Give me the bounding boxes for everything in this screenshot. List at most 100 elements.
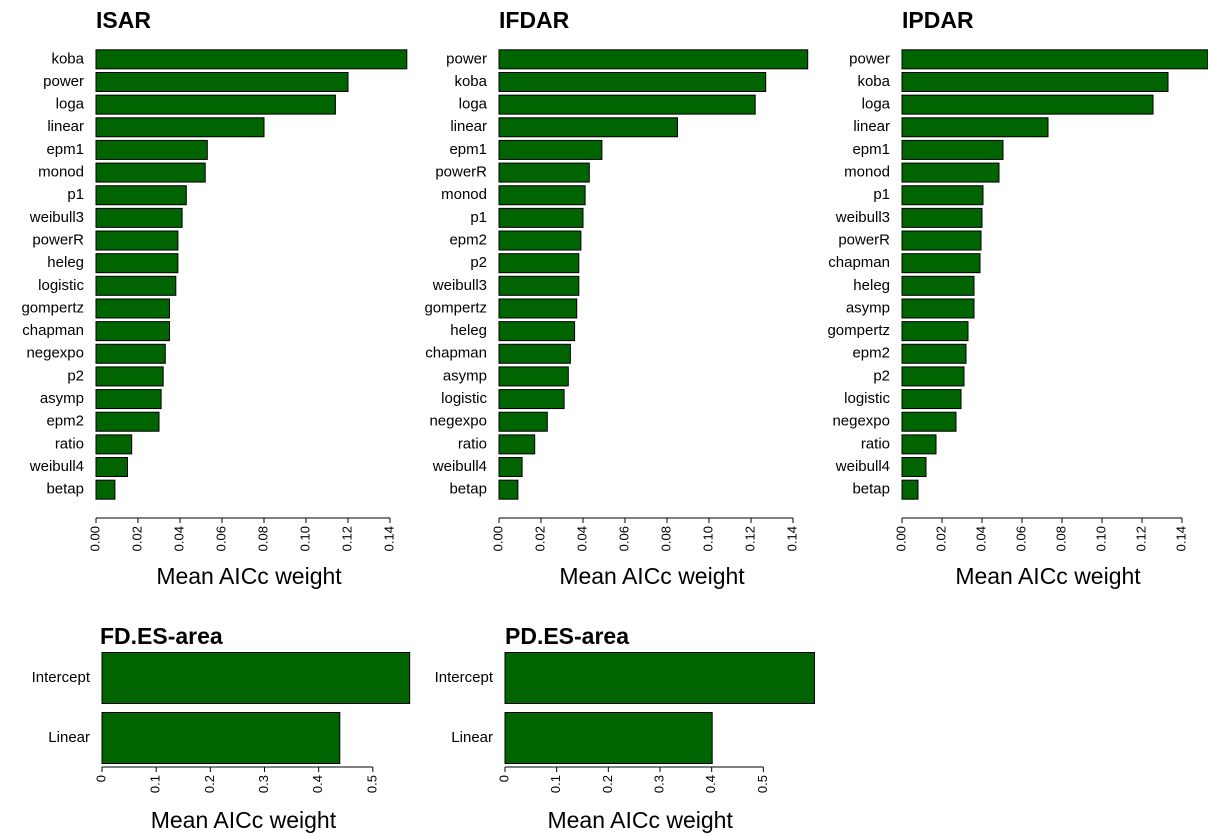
x-tick-label: 0.08 [1053,526,1068,551]
bar [95,162,206,183]
category-label: Intercept [32,669,91,686]
category-label: epm1 [852,141,890,158]
bar [901,321,969,342]
bar [101,652,411,704]
category-label: gompertz [21,299,84,316]
category-label: Linear [451,729,493,746]
category-label: loga [56,96,85,113]
category-label: weibull4 [835,458,890,475]
category-label: koba [857,73,890,90]
x-tick-label: 0.08 [255,526,270,551]
panel-title: IFDAR [499,7,570,33]
bar [498,366,569,387]
bar [504,652,815,704]
bar [901,389,962,410]
bar [95,139,208,160]
category-label: gompertz [424,299,487,316]
x-tick-label: 0.00 [87,526,102,551]
bar [95,321,170,342]
x-tick-label: 0.3 [651,775,666,793]
category-label: power [446,50,487,67]
category-label: chapman [22,322,84,339]
bar [95,185,187,206]
category-label: heleg [450,322,487,339]
bar [95,389,162,410]
category-label: logistic [844,390,890,407]
bar [498,139,603,160]
x-tick-label: 0.10 [700,526,715,551]
bar [498,321,576,342]
category-label: Intercept [435,669,494,686]
bar [901,457,927,478]
category-label: p2 [67,367,84,384]
category-label: epm2 [852,345,890,362]
category-label: ratio [861,435,890,452]
panel-title: PD.ES-area [505,623,629,649]
bar [498,162,590,183]
bar [901,366,965,387]
bar [101,712,341,764]
x-tick-label: 0.4 [310,775,325,793]
x-tick-label: 0 [496,775,511,782]
bar [901,139,1004,160]
category-label: p2 [873,367,890,384]
bar [498,298,578,319]
x-axis-title: Mean AICc weight [151,807,337,833]
category-label: powerR [838,231,890,248]
category-label: monod [844,164,890,181]
bar [95,457,128,478]
bar [498,479,519,500]
category-label: loga [862,96,891,113]
category-label: monod [38,164,84,181]
category-label: linear [47,118,84,135]
bar [498,389,565,410]
category-label: power [43,73,84,90]
bar [95,94,336,115]
bar [498,275,580,296]
category-label: koba [51,50,84,67]
bar [901,434,937,455]
category-label: p1 [470,209,487,226]
bar [498,207,584,228]
category-label: epm2 [46,413,84,430]
category-label: loga [459,96,488,113]
bar [901,94,1154,115]
panel-title: ISAR [96,7,151,33]
x-tick-label: 0 [93,775,108,782]
category-label: betap [46,481,84,498]
category-label: p1 [873,186,890,203]
category-label: weibull4 [432,458,487,475]
x-tick-label: 0.14 [784,526,799,551]
x-tick-label: 0.4 [703,775,718,793]
category-label: chapman [828,254,890,271]
x-tick-label: 0.12 [339,526,354,551]
panel-title: IPDAR [902,7,974,33]
category-label: power [849,50,890,67]
x-tick-label: 0.5 [364,775,379,793]
category-label: negexpo [26,345,84,362]
category-label: heleg [47,254,84,271]
category-label: monod [441,186,487,203]
x-tick-label: 0.02 [532,526,547,551]
category-label: negexpo [429,413,487,430]
x-tick-label: 0.00 [490,526,505,551]
x-tick-label: 0.02 [129,526,144,551]
x-tick-label: 0.1 [148,775,163,793]
bar [95,411,160,432]
category-label: p2 [470,254,487,271]
bar [901,185,984,206]
bar [498,117,678,138]
category-label: weibull3 [835,209,890,226]
bar [95,207,183,228]
bar [901,49,1208,70]
bar [95,71,349,92]
bar [95,230,179,251]
x-axis-title: Mean AICc weight [547,807,733,833]
bar [901,71,1169,92]
x-tick-label: 0.12 [1133,526,1148,551]
bar [95,117,265,138]
category-label: betap [449,481,487,498]
category-label: chapman [425,345,487,362]
bar [901,411,957,432]
x-tick-label: 0.14 [381,526,396,551]
